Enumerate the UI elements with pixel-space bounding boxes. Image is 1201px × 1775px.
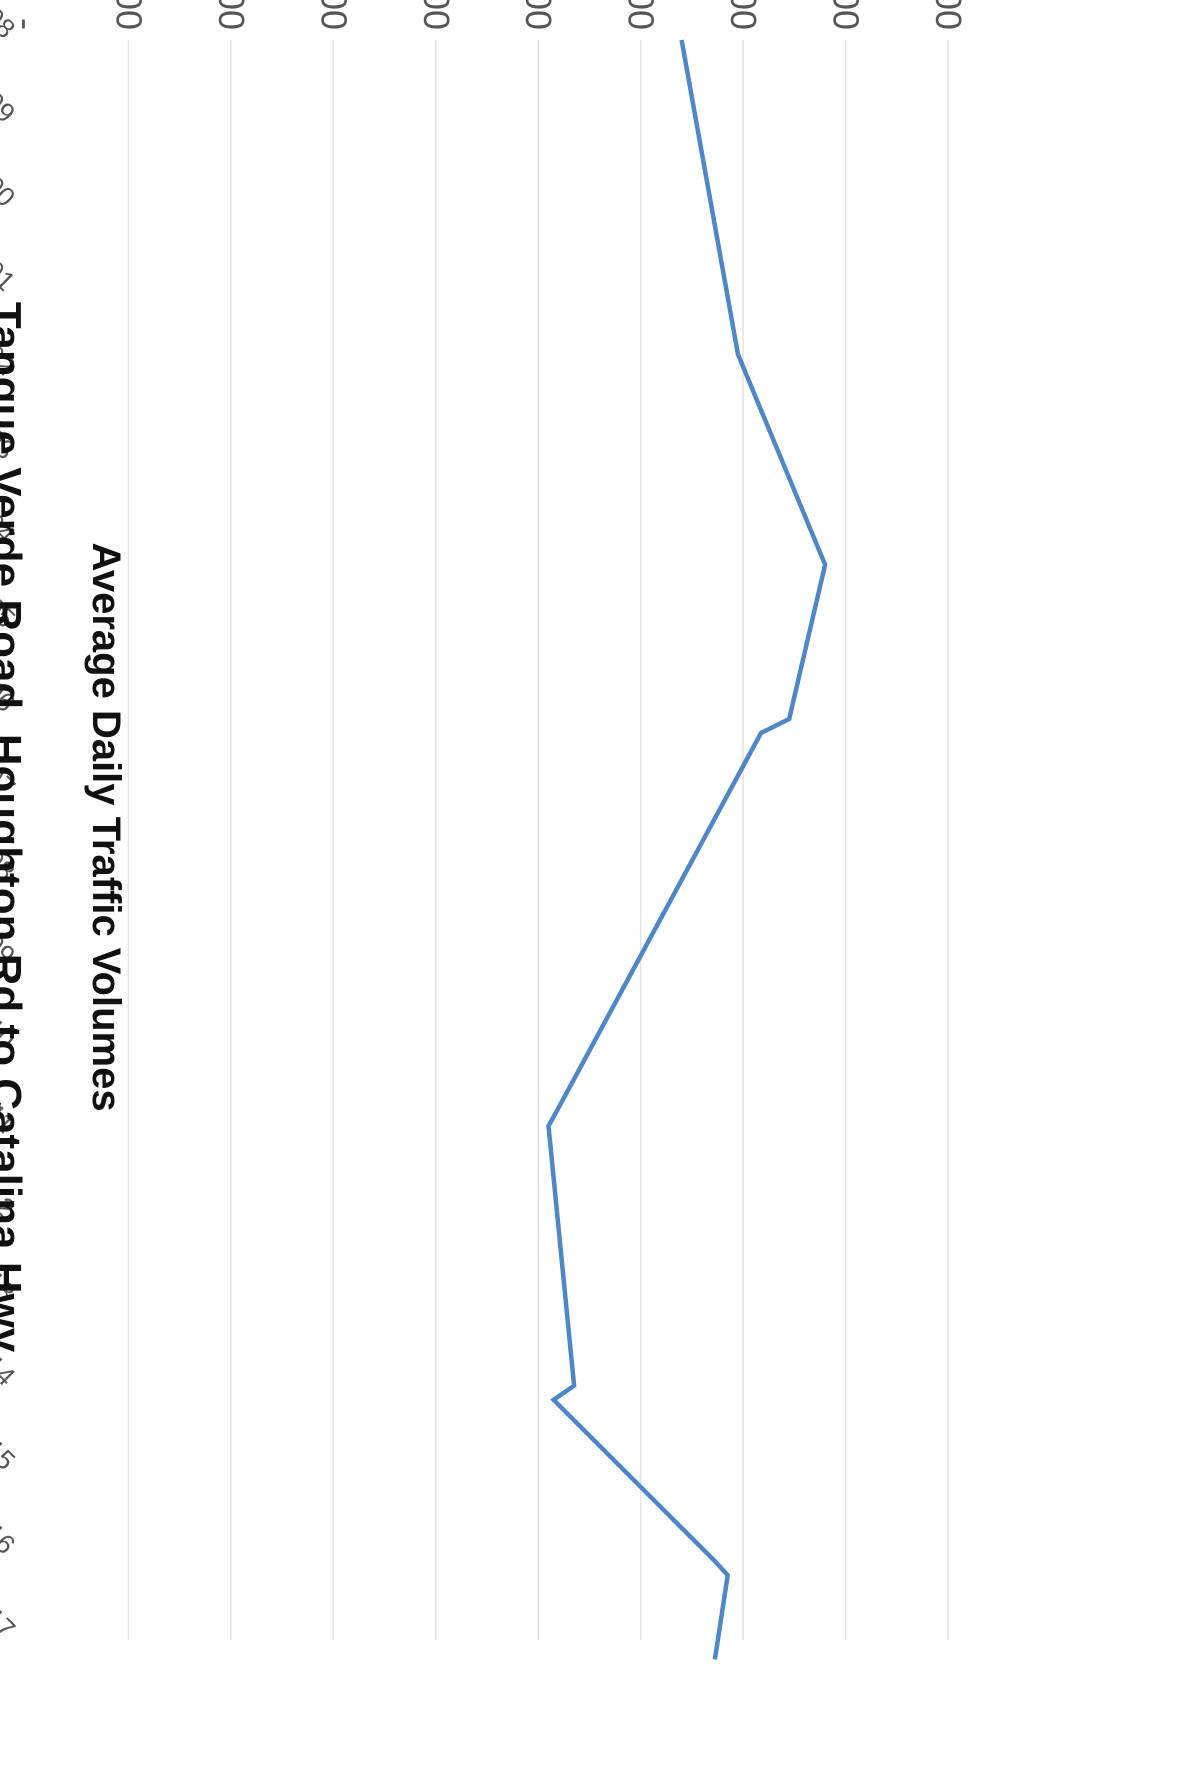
y-axis-ticks: - 2,000 4,000 6,000 8,000 10,000 12,000 14,000 1… (6, 0, 969, 30)
x-tick-label: 4/8/2000 (0, 117, 21, 213)
x-tick-label: 4/8/2001 (0, 201, 21, 297)
x-tick-label: 4/8/2017 (0, 1549, 21, 1645)
y-tick-label: 16,000 (826, 0, 867, 30)
gridlines (127, 40, 949, 1640)
chart-titles: Tanque Verde Road, Houghton Rd to Catali… (0, 302, 128, 1353)
x-tick-label: 4/8/2016 (0, 1464, 21, 1560)
x-tick-label: 4/8/1999 (0, 33, 21, 129)
y-tick-label: 18,000 (928, 0, 969, 30)
y-tick-label: 10,000 (518, 0, 559, 30)
y-tick-label: 6,000 (313, 0, 354, 30)
x-tick-label: 4/8/2015 (0, 1380, 21, 1476)
y-tick-label: 2,000 (108, 0, 149, 30)
y-tick-label: 8,000 (416, 0, 457, 30)
series-line (546, 39, 828, 1660)
y-tick-label: 14,000 (723, 0, 764, 30)
chart-subtitle: Average Daily Traffic Volumes (84, 542, 128, 1111)
plot-area: 4/8/19984/8/19994/8/20004/8/20014/8/2002… (0, 0, 969, 1660)
y-tick-label: 12,000 (621, 0, 662, 30)
y-tick-label: 4,000 (211, 0, 252, 30)
series-lines (546, 39, 828, 1660)
y-tick-label: - (6, 18, 47, 30)
chart-title: Tanque Verde Road, Houghton Rd to Catali… (0, 302, 30, 1353)
